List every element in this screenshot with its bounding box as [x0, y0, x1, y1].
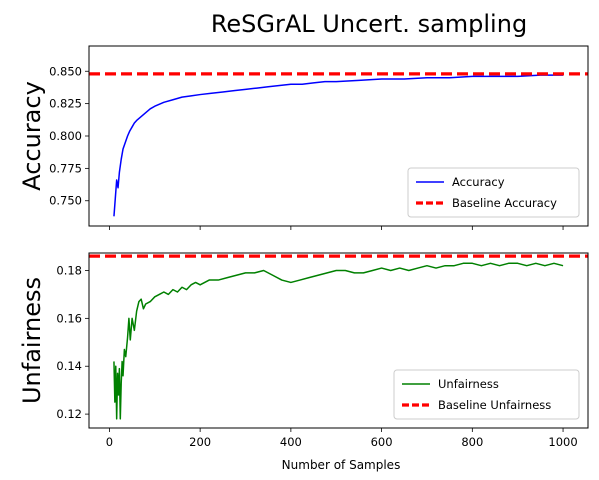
accuracy-series-line: [113, 74, 564, 217]
accuracy-plot-lines: [89, 72, 588, 217]
x-tick-label: 600: [371, 435, 393, 449]
y-tick-label: 0.14: [56, 359, 82, 373]
legend-entry-baseline-accuracy: Baseline Accuracy: [452, 196, 557, 210]
accuracy-y-axis: 0.750 0.775 0.800 0.825 0.850: [49, 64, 89, 208]
legend-box: [407, 167, 580, 218]
unfairness-y-label: Unfairness: [18, 277, 46, 404]
x-tick-label: 400: [280, 435, 302, 449]
unfairness-subplot: 0.12 0.14 0.16 0.18 0 200 400 600 800 1000 Unfai…: [18, 252, 589, 449]
accuracy-y-label: Accuracy: [18, 81, 46, 191]
unfairness-y-axis: 0.12 0.14 0.16 0.18: [56, 263, 89, 421]
accuracy-x-axis-ticks: [109, 226, 564, 230]
legend-entry-unfairness: Unfairness: [438, 377, 499, 391]
y-tick-label: 0.750: [49, 194, 82, 208]
x-tick-label: 1000: [548, 435, 577, 449]
y-tick-label: 0.850: [49, 64, 82, 78]
accuracy-axes-frame: [88, 45, 589, 227]
unfairness-x-axis: 0 200 400 600 800 1000: [106, 428, 578, 449]
chart-title: ReSGrAL Uncert. sampling: [211, 10, 527, 38]
x-tick-label: 0: [106, 435, 113, 449]
unfairness-legend: Unfairness Baseline Unfairness: [393, 369, 580, 420]
accuracy-legend: Accuracy Baseline Accuracy: [407, 167, 580, 218]
x-axis-label: Number of Samples: [282, 458, 401, 472]
x-tick-label: 800: [461, 435, 483, 449]
legend-entry-accuracy: Accuracy: [452, 175, 505, 189]
legend-box: [393, 369, 580, 420]
y-tick-label: 0.18: [56, 263, 82, 277]
y-tick-label: 0.800: [49, 129, 82, 143]
y-tick-label: 0.775: [49, 161, 82, 175]
y-tick-label: 0.12: [56, 407, 82, 421]
accuracy-subplot: 0.750 0.775 0.800 0.825 0.850 Accuracy Accur…: [18, 45, 589, 230]
y-tick-label: 0.16: [56, 311, 82, 325]
y-tick-label: 0.825: [49, 97, 82, 111]
x-tick-label: 200: [189, 435, 211, 449]
unfairness-plot-lines: [89, 254, 588, 420]
unfairness-axes-frame: [88, 252, 589, 429]
unfairness-series-line: [113, 262, 564, 420]
legend-entry-baseline-unfairness: Baseline Unfairness: [438, 398, 551, 412]
